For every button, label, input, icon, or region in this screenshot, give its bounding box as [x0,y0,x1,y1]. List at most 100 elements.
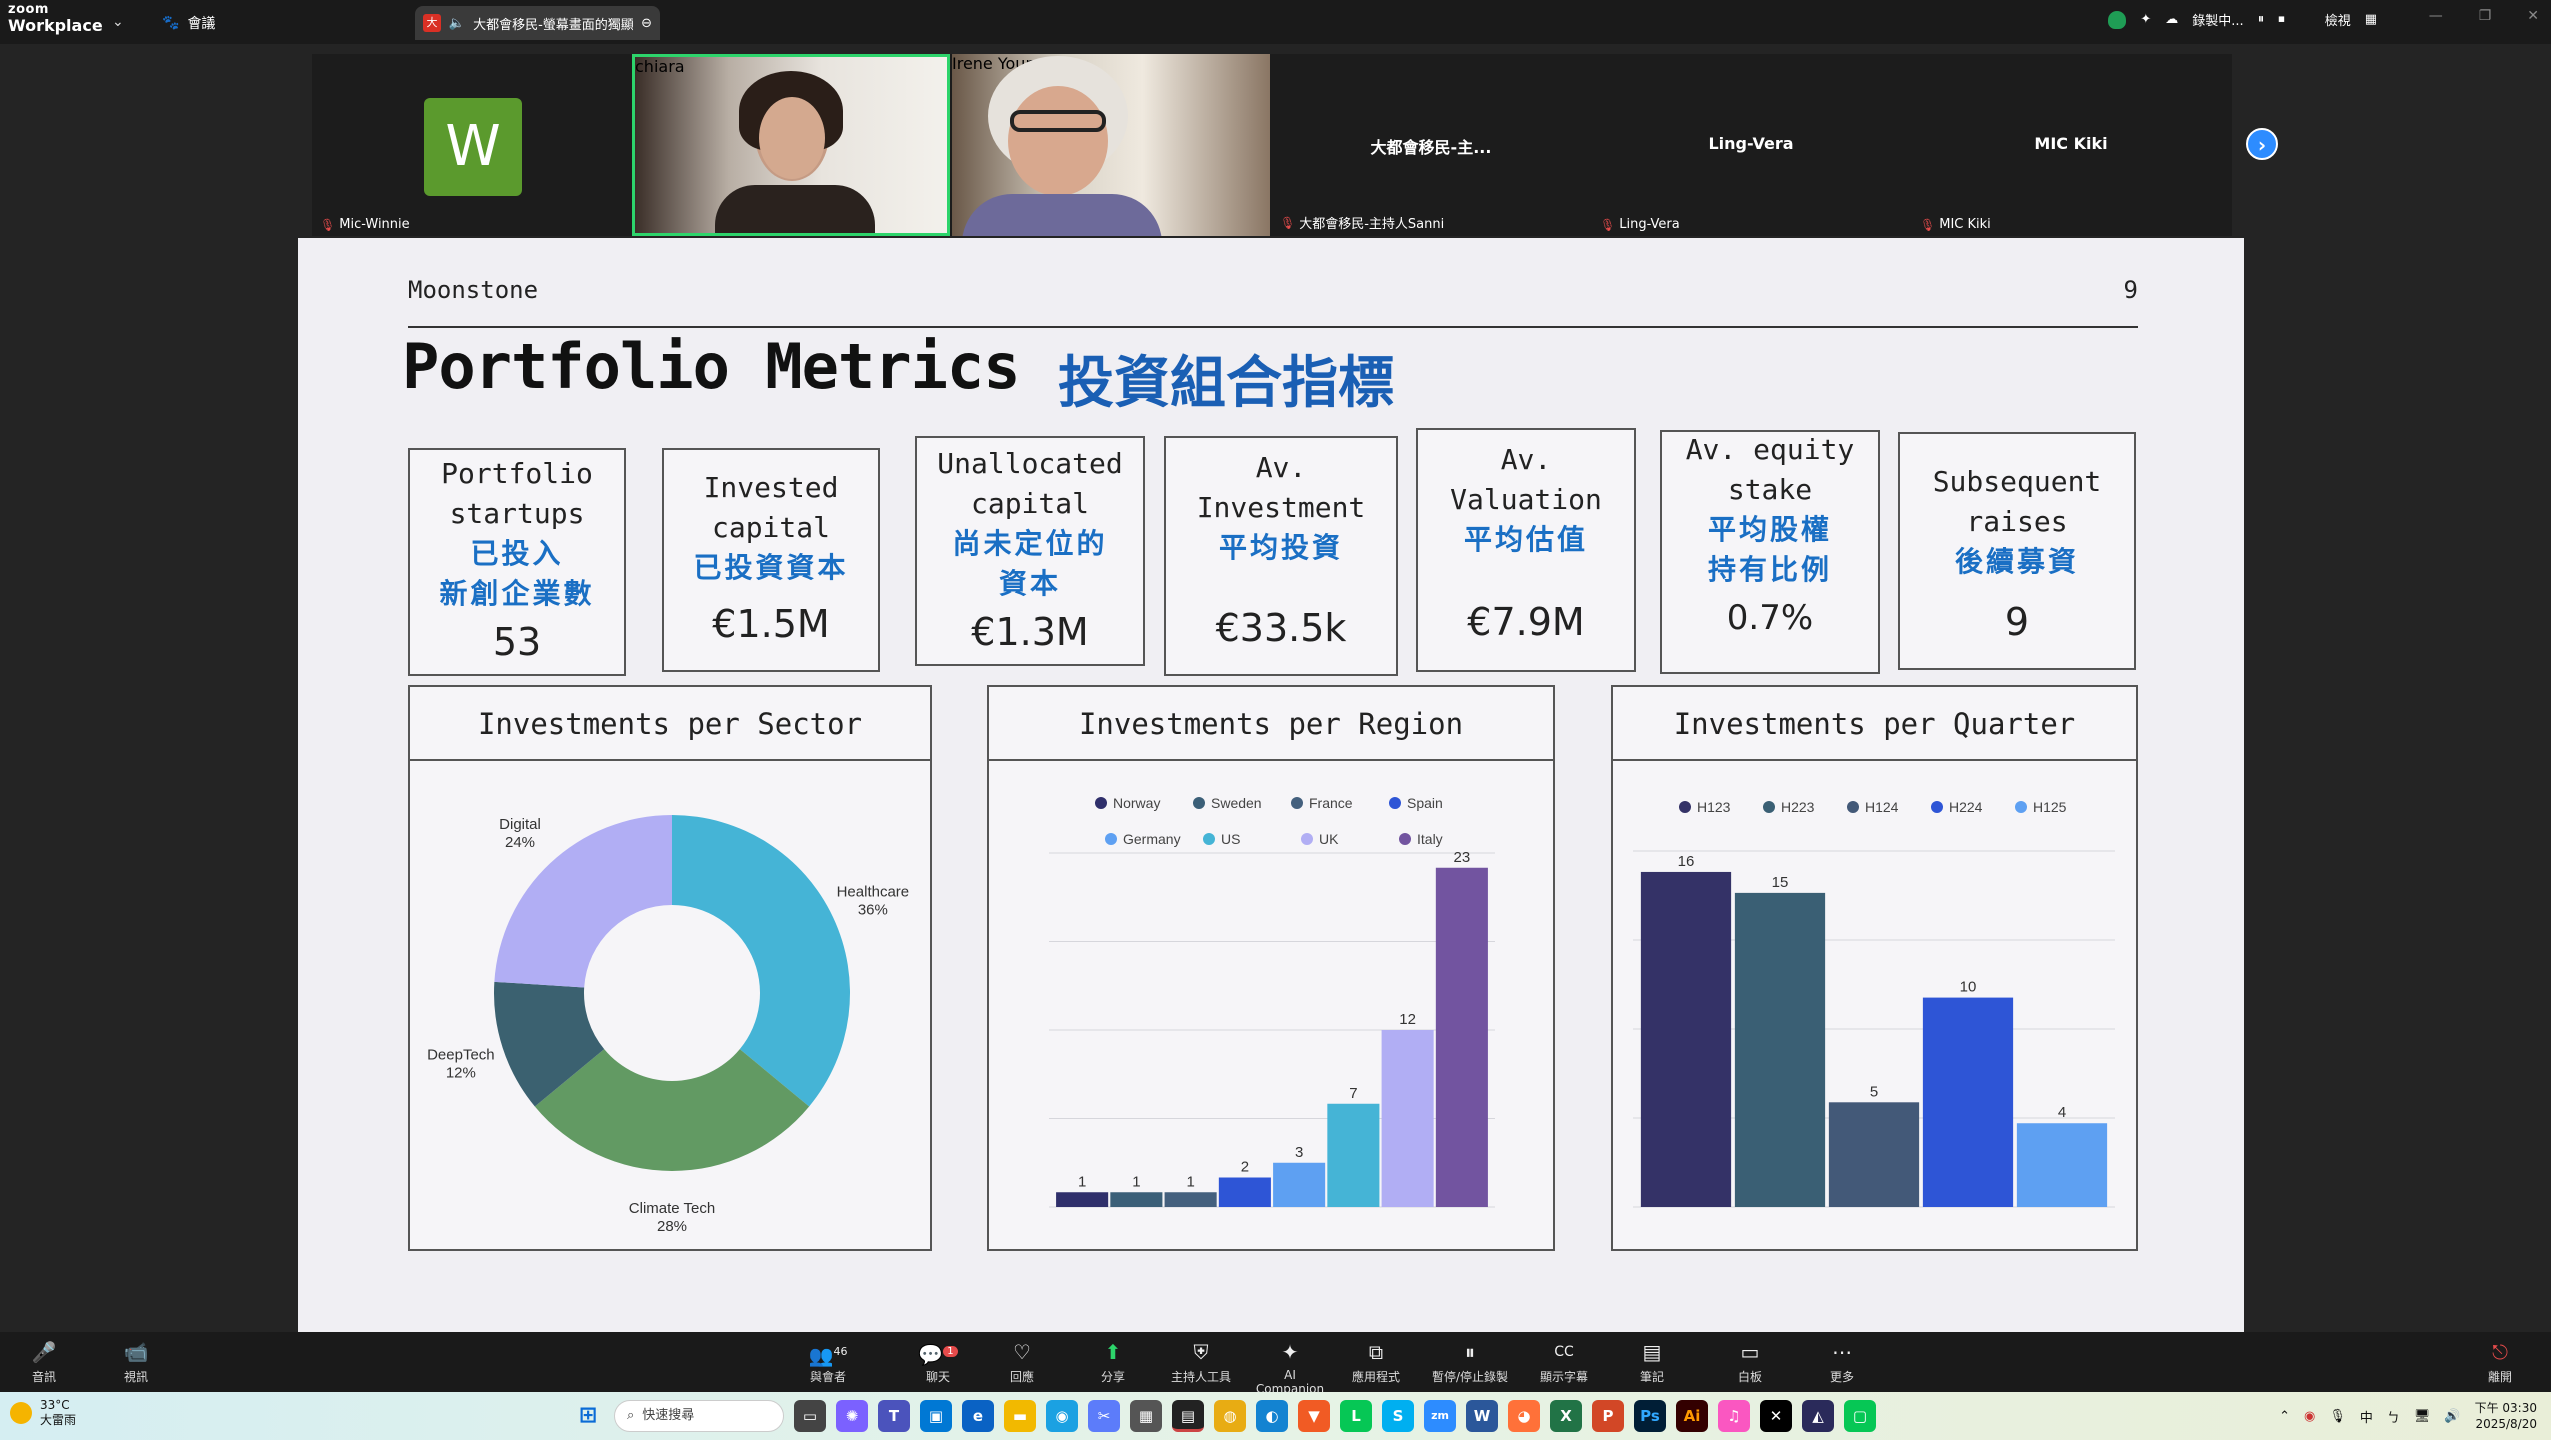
whiteboard-button[interactable]: ▭ 白板 [1710,1338,1790,1385]
search-placeholder: 快速搜尋 [642,1408,695,1423]
icon-glyph: 💬 [918,1342,944,1367]
captions-button[interactable]: CC 顯示字幕 [1524,1338,1604,1385]
participant-tile[interactable]: MIC Kiki 🎙 MIC Kiki [1912,54,2230,236]
captions-icon: CC [1554,1344,1574,1360]
close-icon[interactable]: ✕ [2527,8,2539,24]
copilot-icon[interactable]: ✺ [836,1400,868,1432]
participant-tile[interactable]: W 🎙 Mic-Winnie [312,54,630,236]
snipping-tool-icon[interactable]: ✂ [1088,1400,1120,1432]
chrome-icon[interactable]: ◍ [1214,1400,1246,1432]
bar-value-label: 4 [2058,1104,2066,1121]
gallery-next-icon[interactable]: › [2246,128,2278,160]
reactions-button[interactable]: ♡ 回應 [982,1338,1062,1385]
bar-uk [1381,1030,1434,1207]
word-icon[interactable]: W [1466,1400,1498,1432]
whiteboard-icon: ▭ [1740,1340,1760,1364]
task-view-icon[interactable]: ▭ [794,1400,826,1432]
participant-tile[interactable]: Ling-Vera 🎙 Ling-Vera [1592,54,1910,236]
skype-icon[interactable]: S [1382,1400,1414,1432]
participant-name: chiara [635,57,685,76]
bar-value-label: 23 [1454,849,1471,866]
audio-button[interactable]: 🎤 音訊 [4,1338,84,1385]
photoshop-icon[interactable]: Ps [1634,1400,1666,1432]
legend-swatch [2015,801,2027,813]
tool-label: 白板 [1737,1370,1762,1384]
music-icon[interactable]: ♫ [1718,1400,1750,1432]
pause-recording-icon[interactable]: ⏸ [2257,12,2265,27]
line-icon[interactable]: L [1340,1400,1372,1432]
windows-taskbar: 33°C 大雷雨 ⊞ ⌕ 快速搜尋 ▭ ✺ T ▣ e ▬ ◉ ✂ ▦ ▤ ◍ … [0,1392,2551,1440]
participant-video[interactable]: Irene Young [952,54,1270,236]
app-icon[interactable]: ◉ [1046,1400,1078,1432]
zoom-logo[interactable]: zoom Workplace [8,3,103,34]
bar-h223 [1734,892,1826,1207]
meeting-menu[interactable]: 🐾 會議 [162,13,215,33]
recording-control-button[interactable]: ⏸ 暫停/停止錄製 [1422,1338,1518,1385]
tray-app-icon[interactable]: ◉ [2304,1408,2316,1424]
capcut-icon[interactable]: ✕ [1760,1400,1792,1432]
calculator-icon[interactable]: ▦ [1130,1400,1162,1432]
participant-video[interactable]: chiara [632,54,950,236]
file-explorer-icon[interactable]: ▬ [1004,1400,1036,1432]
apps-button[interactable]: ⧉ 應用程式 [1336,1338,1416,1385]
chevron-down-icon[interactable]: ⌄ [112,14,124,30]
powerpoint-icon[interactable]: P [1592,1400,1624,1432]
notes-button[interactable]: ▤ 筆記 [1612,1338,1692,1385]
edge-browser-icon[interactable]: ◐ [1256,1400,1288,1432]
brave-icon[interactable]: ▼ [1298,1400,1330,1432]
bar-value-label: 10 [1960,979,1977,996]
edge-icon[interactable]: e [962,1400,994,1432]
meeting-tab[interactable]: 大 🔈 大都會移民-螢幕畫面的獨顯 ⊖ [415,6,660,40]
restore-icon[interactable]: ❐ [2478,8,2492,24]
view-button[interactable]: 檢視 [2324,14,2351,29]
mic-muted-icon: 🎙 [1280,215,1296,230]
volume-icon[interactable]: 🔊 [2444,1408,2461,1424]
mic-icon[interactable]: 🎙 [2329,1408,2346,1424]
meeting-controls: 🎤 音訊 📹 視訊 👥46 與會者 💬 1 聊天 ♡ 回應 ⬆ 分享 ⛨ 主持人工… [0,1332,2551,1396]
windows-start-icon[interactable]: ⊞ [578,1403,598,1428]
ime-label[interactable]: 中 [2359,1410,2373,1426]
more-button[interactable]: ⋯ 更多 [1802,1338,1882,1385]
tool-label: 筆記 [1639,1370,1664,1384]
firefox-icon[interactable]: ◕ [1508,1400,1540,1432]
ai-sparkle-icon[interactable]: ✦ [2140,12,2152,27]
participants-button[interactable]: 👥46 與會者 [788,1338,868,1385]
tool-label: 應用程式 [1351,1370,1400,1384]
bar-value-label: 12 [1399,1011,1416,1028]
taskbar-search[interactable]: ⌕ 快速搜尋 [614,1400,784,1432]
share-button[interactable]: ⬆ 分享 [1073,1338,1153,1385]
teams-icon[interactable]: T [878,1400,910,1432]
ai-companion-button[interactable]: ✦ AI Companion [1249,1338,1331,1396]
leave-button[interactable]: ⎋ 離開 [2460,1338,2540,1385]
weather-widget[interactable]: 33°C 大雷雨 [10,1398,76,1428]
minimize-icon[interactable]: — [2428,8,2443,24]
app-icon[interactable]: ◭ [1802,1400,1834,1432]
clock[interactable]: 下午 03:30 2025/8/20 [2475,1400,2537,1432]
host-tools-button[interactable]: ⛨ 主持人工具 [1161,1338,1241,1385]
more-icon[interactable]: ⊖ [641,15,652,31]
leave-icon: ⎋ [2492,1340,2508,1364]
photos-icon[interactable]: ▣ [920,1400,952,1432]
chat-button[interactable]: 💬 1 聊天 [898,1338,978,1385]
chevron-up-icon[interactable]: ⌃ [2279,1408,2290,1424]
excel-icon[interactable]: X [1550,1400,1582,1432]
zoom-app-icon[interactable]: zm [1424,1400,1456,1432]
participant-name: 大都會移民-主持人Sanni [1299,217,1445,232]
logo-bottom: Workplace [8,16,103,35]
legend-swatch [1203,833,1215,845]
bar-value-label: 3 [1295,1144,1303,1161]
ime-mode-icon[interactable]: ㄅ [2386,1410,2400,1426]
security-shield-icon[interactable] [2108,10,2127,29]
legend-swatch [1847,801,1859,813]
network-icon[interactable]: 🖥 [2413,1408,2431,1424]
zoom-title-bar: zoom Workplace ⌄ 🐾 會議 大 🔈 大都會移民-螢幕畫面的獨顯 … [0,0,2551,44]
notes-app-icon[interactable]: ▤ [1172,1400,1204,1432]
video-button[interactable]: 📹 視訊 [96,1338,176,1385]
legend-label: Germany [1123,831,1181,847]
bar-norway [1056,1192,1109,1207]
line-app-icon[interactable]: ▢ [1844,1400,1876,1432]
grid-view-icon[interactable]: ▦ [2364,12,2377,27]
participant-tile[interactable]: 大都會移民-主... 🎙 大都會移民-主持人Sanni [1272,54,1590,236]
stop-recording-icon[interactable]: ⏹ [2278,12,2285,27]
illustrator-icon[interactable]: Ai [1676,1400,1708,1432]
